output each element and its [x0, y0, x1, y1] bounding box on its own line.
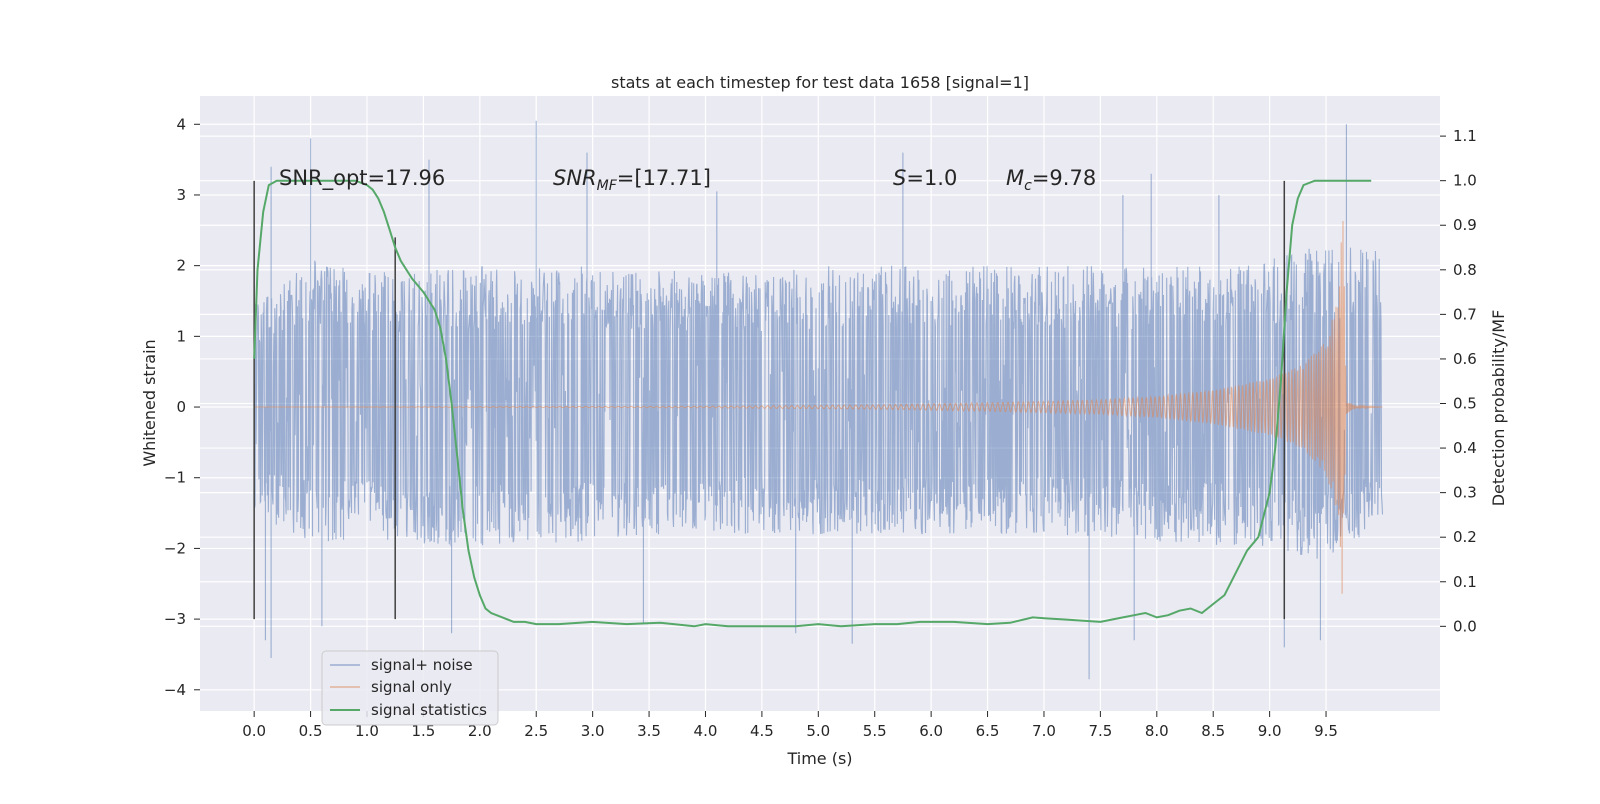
- y2-tick-label-4: 0.7: [1453, 305, 1477, 323]
- chart-title: stats at each timestep for test data 165…: [611, 73, 1029, 92]
- y2-tick-label-9: 0.2: [1453, 528, 1477, 546]
- y-tick-label-6: −2: [164, 539, 186, 557]
- y-axis-ticks: 4 3 2 1 0 −1 −2 −3 −4: [164, 115, 200, 699]
- y2-tick-label-8: 0.3: [1453, 484, 1477, 502]
- y2-tick-label-6: 0.5: [1453, 395, 1477, 413]
- y-tick-label-2: 2: [176, 257, 186, 275]
- x-tick-label-1: 0.5: [299, 722, 323, 740]
- x-tick-label-12: 6.0: [919, 722, 943, 740]
- legend-label-signal-statistics: signal statistics: [371, 701, 487, 719]
- legend-box: [321, 650, 499, 726]
- y2-tick-label-7: 0.4: [1453, 439, 1477, 457]
- vertical-markers: [253, 180, 1286, 620]
- y-tick-label-0: 4: [176, 115, 186, 133]
- series-signal-only-line: [254, 220, 1383, 594]
- x-tick-label-19: 9.5: [1314, 722, 1338, 740]
- x-tick-label-8: 4.0: [694, 722, 718, 740]
- series-signal-statistics-line: [253, 179, 1372, 628]
- x-tick-label-11: 5.5: [863, 722, 887, 740]
- y2-tick-label-11: 0.0: [1453, 617, 1477, 635]
- x-axis-label: Time (s): [786, 749, 852, 768]
- x-tick-label-3: 1.5: [411, 722, 435, 740]
- x-tick-label-16: 8.0: [1145, 722, 1169, 740]
- annotation-snr-opt: SNR_opt=17.96: [279, 166, 445, 191]
- y2-tick-label-10: 0.1: [1453, 573, 1477, 591]
- annotation-snr-mf: SNRMF=[17.71]: [553, 166, 711, 194]
- y-tick-label-4: 0: [176, 398, 186, 416]
- annotation-s: S=1.0: [893, 166, 957, 190]
- y-axis-label: Whitened strain: [140, 339, 159, 466]
- annotation-mc: Mc=9.78: [1006, 166, 1096, 194]
- x-tick-label-18: 9.0: [1258, 722, 1282, 740]
- x-tick-label-9: 4.5: [750, 722, 774, 740]
- x-tick-label-14: 7.0: [1032, 722, 1056, 740]
- x-tick-label-4: 2.0: [468, 722, 492, 740]
- y-tick-label-8: −4: [164, 681, 186, 699]
- x-axis-ticks: 0.0 0.5 1.0 1.5 2.0 2.5 3.0 3.5 4.0 4.5 5.0 5.5 6.0 6…: [242, 711, 1338, 740]
- y2-axis-label: Detection probability/MF: [1489, 310, 1508, 507]
- series-signal-plus-noise-line: [253, 120, 1384, 680]
- y2-tick-label-3: 0.8: [1453, 261, 1477, 279]
- y2-tick-label-0: 1.1: [1453, 127, 1477, 145]
- x-tick-label-5: 2.5: [524, 722, 548, 740]
- x-tick-label-0: 0.0: [242, 722, 266, 740]
- x-tick-label-15: 7.5: [1088, 722, 1112, 740]
- y2-tick-label-2: 0.9: [1453, 216, 1477, 234]
- x-tick-label-7: 3.5: [637, 722, 661, 740]
- data-layer: [253, 120, 1384, 680]
- y-tick-label-7: −3: [164, 610, 186, 628]
- legend-label-signal-only: signal only: [371, 678, 452, 696]
- y-tick-label-1: 3: [176, 186, 186, 204]
- x-tick-label-17: 8.5: [1201, 722, 1225, 740]
- legend: signal+ noise signal only signal statist…: [321, 650, 499, 726]
- x-tick-label-6: 3.0: [581, 722, 605, 740]
- y2-axis-ticks: 1.1 1.0 0.9 0.8 0.7 0.6 0.5 0.4 0.3 0.2 0.1 0.0: [1440, 127, 1477, 635]
- y2-tick-label-1: 1.0: [1453, 172, 1477, 190]
- x-tick-label-2: 1.0: [355, 722, 379, 740]
- y-tick-label-5: −1: [164, 469, 186, 487]
- legend-label-signal-plus-noise: signal+ noise: [371, 656, 473, 674]
- x-tick-label-13: 6.5: [976, 722, 1000, 740]
- y-tick-label-3: 1: [176, 327, 186, 345]
- y2-tick-label-5: 0.6: [1453, 350, 1477, 368]
- x-tick-label-10: 5.0: [806, 722, 830, 740]
- annotations: SNR_opt=17.96 SNRMF=[17.71] S=1.0 Mc=9.7…: [279, 166, 1096, 194]
